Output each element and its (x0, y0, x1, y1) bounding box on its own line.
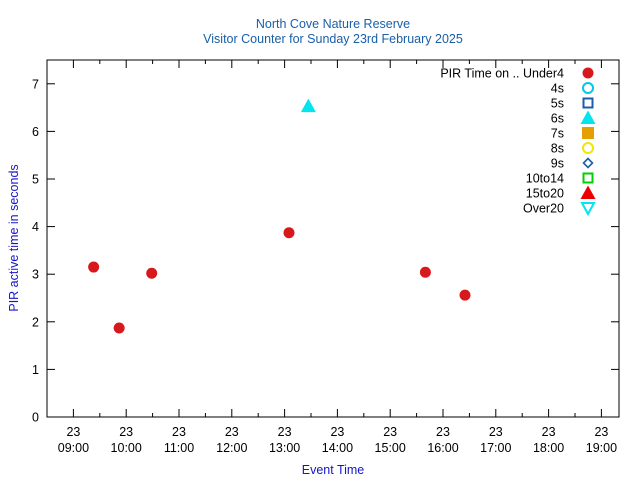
x-tick-label-time: 11:00 (164, 441, 194, 455)
x-tick-label-day: 23 (278, 425, 292, 439)
x-tick-label-day: 23 (225, 425, 239, 439)
x-tick-label-day: 23 (542, 425, 556, 439)
legend-marker (582, 67, 594, 79)
x-tick-label-time: 14:00 (322, 441, 353, 455)
legend-label: 15to20 (526, 187, 564, 201)
data-point-under4 (419, 266, 431, 278)
data-point-under4 (459, 289, 471, 301)
legend-marker (582, 172, 594, 184)
legend-label: 10to14 (526, 172, 564, 186)
x-tick-label-time: 13:00 (269, 441, 300, 455)
y-tick-label: 4 (32, 220, 39, 234)
data-point-under4 (88, 261, 100, 273)
x-tick-label-day: 23 (119, 425, 133, 439)
data-point-under4 (146, 267, 158, 279)
legend-marker (582, 97, 594, 109)
y-tick-label: 6 (32, 125, 39, 139)
legend-label: 8s (551, 142, 564, 156)
legend-marker (582, 82, 594, 94)
data-point-6s (300, 98, 316, 113)
x-tick-label-time: 17:00 (480, 441, 511, 455)
data-point-under4 (283, 227, 295, 239)
y-tick-label: 7 (32, 77, 39, 91)
data-point-under4 (113, 322, 125, 334)
x-tick-label-time: 09:00 (58, 441, 89, 455)
legend-marker (580, 202, 596, 217)
x-tick-label-time: 12:00 (216, 441, 247, 455)
data-points (88, 98, 471, 334)
legend-marker (582, 157, 594, 169)
x-tick-label-day: 23 (383, 425, 397, 439)
legend-label: PIR Time on .. Under4 (440, 67, 564, 81)
y-tick-label: 2 (32, 315, 39, 329)
legend-label: 5s (551, 97, 564, 111)
x-tick-label-day: 23 (172, 425, 186, 439)
y-tick-label: 5 (32, 173, 39, 187)
x-tick-label-day: 23 (489, 425, 503, 439)
y-tick-label: 0 (32, 411, 39, 425)
y-axis-label: PIR active time in seconds (7, 164, 21, 311)
plot-frame (46, 59, 620, 418)
x-tick-label-day: 23 (594, 425, 608, 439)
legend-label: 4s (551, 82, 564, 96)
legend-marker (582, 127, 594, 139)
x-tick-label-day: 23 (436, 425, 450, 439)
chart-title: North Cove Nature Reserve (256, 17, 410, 31)
legend-label: Over20 (523, 202, 564, 216)
x-tick-label-day: 23 (66, 425, 80, 439)
legend-marker (582, 142, 594, 154)
legend-label: 6s (551, 112, 564, 126)
axes: 012345672309:002310:002311:002312:002313… (32, 60, 619, 455)
x-axis-label: Event Time (302, 463, 365, 477)
legend-marker (580, 110, 596, 124)
x-tick-label-time: 19:00 (586, 441, 617, 455)
x-tick-label-day: 23 (330, 425, 344, 439)
x-tick-label-time: 18:00 (533, 441, 564, 455)
legend: PIR Time on .. Under44s5s6s7s8s9s10to141… (440, 67, 596, 217)
x-tick-label-time: 16:00 (427, 441, 458, 455)
chart-subtitle: Visitor Counter for Sunday 23rd February… (203, 32, 463, 46)
y-tick-label: 3 (32, 268, 39, 282)
x-tick-label-time: 10:00 (111, 441, 142, 455)
x-tick-label-time: 15:00 (375, 441, 406, 455)
legend-label: 9s (551, 157, 564, 171)
y-tick-label: 1 (32, 363, 39, 377)
legend-label: 7s (551, 127, 564, 141)
legend-marker (580, 185, 596, 199)
